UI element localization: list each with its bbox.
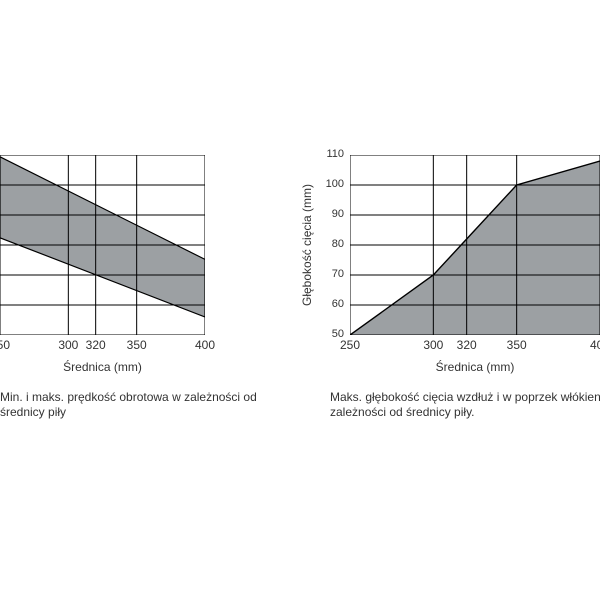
right-chart — [350, 155, 600, 335]
left-chart-xlabel: Średnica (mm) — [0, 360, 205, 374]
page: { "global": { "background_color": "#ffff… — [0, 0, 600, 600]
right-chart-caption: Maks. głębokość cięcia wzdłuż i w poprze… — [330, 390, 600, 420]
right-chart-ytick: 110 — [316, 148, 344, 160]
left-chart-caption: Min. i maks. prędkość obrotowa w zależno… — [0, 390, 260, 420]
right-chart-ytick: 80 — [316, 238, 344, 250]
right-chart-yticks: 5060708090100110 — [316, 155, 346, 335]
right-chart-svg — [350, 155, 600, 335]
left-chart-xtick: 250 — [0, 338, 15, 352]
left-chart-xtick: 300 — [53, 338, 83, 352]
left-chart-xtick: 350 — [122, 338, 152, 352]
right-chart-ylabel: Głębokość cięcia (mm) — [300, 155, 314, 335]
left-chart — [0, 155, 205, 335]
right-chart-ytick: 60 — [316, 298, 344, 310]
right-chart-xlabel: Średnica (mm) — [350, 360, 600, 374]
right-chart-xtick: 400 — [585, 338, 600, 352]
right-chart-ytick: 100 — [316, 178, 344, 190]
right-chart-xtick: 320 — [452, 338, 482, 352]
right-chart-xtick: 300 — [418, 338, 448, 352]
left-chart-xtick: 320 — [81, 338, 111, 352]
right-chart-xtick: 250 — [335, 338, 365, 352]
right-chart-ytick: 70 — [316, 268, 344, 280]
right-chart-xtick: 350 — [502, 338, 532, 352]
right-chart-ytick: 90 — [316, 208, 344, 220]
left-chart-svg — [0, 155, 205, 335]
left-chart-xticks: 250300320350400 — [0, 338, 205, 354]
right-chart-xticks: 250300320350400 — [350, 338, 600, 354]
left-chart-xtick: 400 — [190, 338, 220, 352]
